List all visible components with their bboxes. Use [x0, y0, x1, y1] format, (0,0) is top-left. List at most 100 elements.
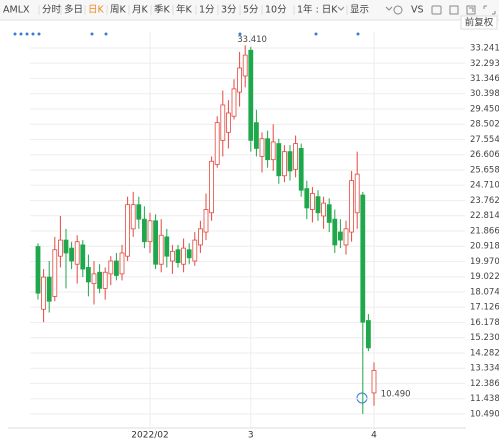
candle-body	[186, 249, 192, 259]
candle-body	[337, 231, 343, 241]
toolbar: AMLX 分时 多日 日K 周K 月K 季K 年K 1分 3分 5分 10分 1年 : 日K 显示 VS	[3, 4, 424, 16]
toolbar-item[interactable]: 显示	[350, 5, 369, 16]
event-dot[interactable]	[19, 32, 23, 36]
toolbar-item[interactable]: 季K	[154, 4, 171, 16]
toolbar-item[interactable]: VS	[411, 5, 424, 16]
candle-body	[293, 143, 299, 170]
candle-body	[197, 228, 203, 246]
candle-body	[125, 204, 130, 257]
event-dot[interactable]	[31, 32, 35, 36]
dropdown-icon[interactable]	[385, 6, 393, 11]
candle-body	[326, 204, 332, 223]
candle-body	[192, 239, 198, 262]
candle-body	[102, 271, 108, 289]
y-tick-label: 19.970	[470, 257, 499, 267]
toolbar-item[interactable]: 周K	[110, 5, 127, 16]
event-dot[interactable]	[13, 32, 17, 36]
toolbar-item[interactable]: 月K	[132, 5, 149, 16]
event-dot[interactable]	[25, 32, 29, 36]
event-badge[interactable]	[356, 392, 368, 404]
toolbar-item[interactable]: 多日	[64, 4, 83, 16]
candle-body	[175, 249, 181, 264]
fullscreen-icon[interactable]	[483, 5, 496, 15]
candle-body	[209, 160, 215, 214]
candle-body	[169, 250, 175, 262]
event-dot[interactable]	[356, 32, 360, 36]
plot-area: 33.241 32.293 31.346 30.398 29.450 28.502 27.5…	[30, 32, 499, 441]
candle-body	[270, 141, 276, 161]
settings-icon[interactable]	[393, 5, 403, 15]
y-tick-label: 20.918	[470, 242, 499, 252]
adjust-label[interactable]: 前复权	[465, 17, 494, 29]
window-icon[interactable]	[449, 5, 459, 15]
dropdown-icon[interactable]	[337, 6, 345, 11]
event-dot[interactable]	[104, 32, 108, 36]
candle-body	[281, 151, 287, 177]
y-tick-label: 13.334	[470, 364, 499, 374]
y-tick-label: 22.814	[470, 211, 499, 221]
camera-icon[interactable]	[431, 5, 442, 15]
y-tick-label: 11.438	[470, 394, 499, 404]
y-tick-label: 19.022	[470, 272, 499, 282]
candle-body	[130, 204, 136, 230]
candle-body	[35, 246, 41, 294]
candle-body	[181, 247, 187, 265]
x-tick-label: 4	[371, 431, 377, 441]
event-dot[interactable]	[238, 32, 242, 36]
event-dot[interactable]	[90, 32, 94, 36]
layout-icon[interactable]	[466, 5, 476, 15]
max-price-label: 33.410	[237, 35, 267, 45]
candle-body	[242, 54, 248, 77]
candle-body	[69, 247, 74, 262]
y-tick-label: 27.554	[470, 135, 499, 145]
candle-body	[74, 241, 80, 265]
candle-body	[276, 143, 282, 177]
event-dot[interactable]	[314, 32, 318, 36]
toolbar-item[interactable]: AMLX	[3, 5, 30, 16]
y-tick-label: 33.241	[470, 44, 499, 54]
candle-body	[354, 173, 360, 214]
y-tick-label: 14.282	[470, 348, 499, 358]
candle-body	[153, 220, 159, 265]
toolbar-item[interactable]: 1年 : 日K	[297, 4, 338, 16]
y-tick-label: 17.126	[470, 303, 499, 313]
y-tick-label: 32.293	[470, 59, 499, 69]
adjust-button[interactable]	[460, 15, 498, 30]
y-tick-label: 28.502	[470, 120, 499, 130]
x-tick-label: 3	[248, 431, 254, 441]
toolbar-item[interactable]: 10分	[265, 5, 287, 16]
y-tick-label: 21.866	[470, 226, 499, 236]
toolbar-item[interactable]: 5分	[243, 5, 259, 16]
candle-body	[58, 239, 63, 257]
candle-body	[136, 204, 142, 220]
candle-body	[97, 271, 102, 289]
y-tick-label: 16.178	[470, 318, 499, 328]
toolbar-item[interactable]: 1分	[199, 5, 215, 16]
candle-body	[141, 218, 147, 243]
y-tick-label: 31.346	[470, 74, 499, 84]
candle-body	[304, 188, 310, 209]
candle-body	[41, 276, 46, 310]
event-dot[interactable]	[37, 32, 41, 36]
candle-body	[248, 49, 254, 141]
candle-body	[287, 151, 293, 172]
candle-body	[231, 88, 237, 117]
y-tick-label: 23.762	[470, 196, 499, 206]
candle-body	[52, 249, 58, 297]
candle-body	[119, 252, 125, 275]
y-tick-label: 12.386	[470, 379, 499, 389]
toolbar-item[interactable]: 分时	[42, 4, 62, 16]
toolbar-item[interactable]: 3分	[221, 5, 237, 16]
toolbar-item[interactable]: 日K	[88, 5, 105, 16]
candle-body	[321, 202, 327, 217]
y-tick-label: 29.450	[470, 104, 499, 114]
candle-body	[108, 260, 114, 275]
candle-body	[365, 320, 371, 349]
min-price-label: 10.490	[381, 389, 411, 399]
candle-body	[158, 234, 164, 265]
candle-body	[147, 220, 153, 243]
y-tick-label: 26.606	[470, 150, 499, 160]
candle-body	[343, 228, 349, 246]
candle-body	[114, 260, 119, 276]
toolbar-item[interactable]: 年K	[176, 4, 193, 16]
